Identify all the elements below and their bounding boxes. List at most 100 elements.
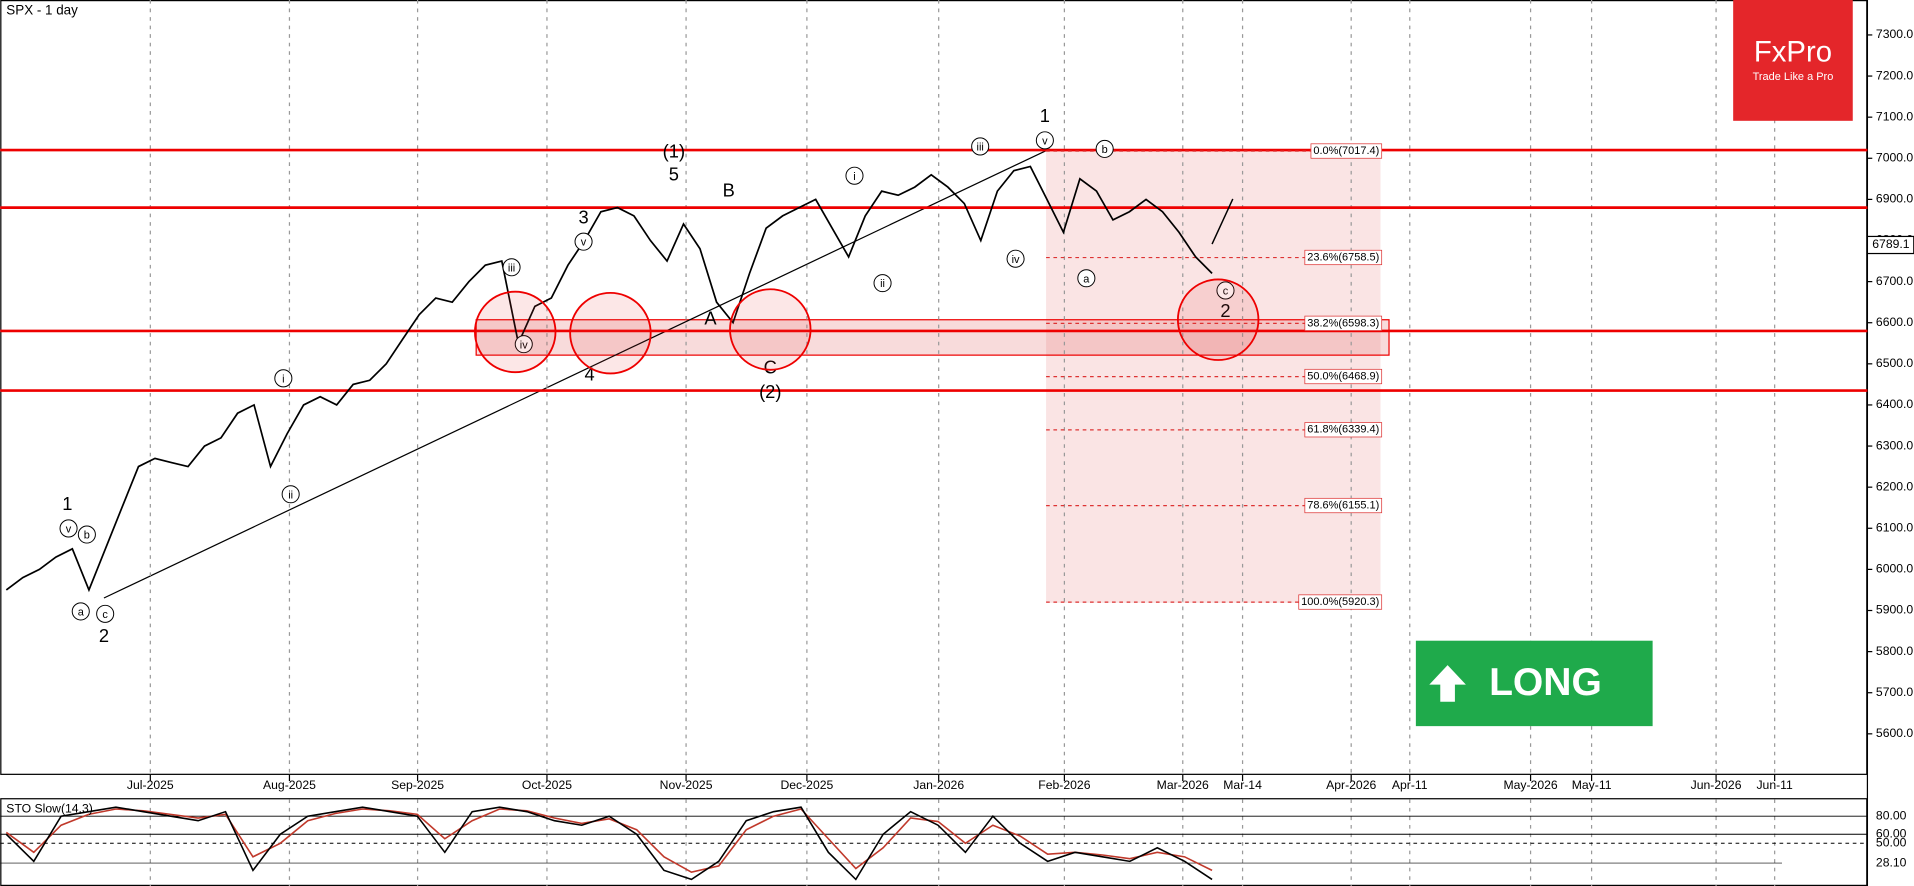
annotation: b (84, 530, 90, 542)
highlight-circle (1176, 278, 1260, 361)
annotation: 2 (1220, 300, 1230, 321)
annotation-circle (1095, 139, 1114, 158)
annotation-circle (971, 137, 990, 156)
fib-label: 78.6%(6155.1) (1307, 500, 1379, 512)
y-tick-label: 6400.0 (1876, 397, 1913, 411)
annotation: 3 (578, 206, 588, 227)
annotation-circle (514, 335, 533, 354)
annotation-circle (59, 519, 78, 538)
osc-tick-label: 50.00 (1876, 836, 1907, 850)
y-tick-label: 7200.0 (1876, 68, 1913, 82)
annotation-circle (1035, 131, 1054, 150)
annotation-circle (845, 166, 864, 185)
annotation-circle (873, 274, 892, 293)
annotation: v (1042, 135, 1048, 147)
x-tick-label: Jun-11 (1756, 778, 1793, 792)
annotation: v (581, 237, 587, 249)
chart-title: SPX - 1 day (6, 3, 78, 18)
x-tick-label: Dec-2025 (780, 778, 833, 792)
y-tick-label: 7000.0 (1876, 150, 1913, 164)
highlight-circle (474, 290, 557, 374)
annotation: iii (977, 142, 984, 154)
oscillator-title: STO Slow(14,3) (6, 801, 92, 815)
x-tick-label: Mar-2026 (1157, 778, 1209, 792)
annotation-circle (502, 258, 521, 277)
annotation-circle (71, 602, 90, 621)
y-tick-label: 5600.0 (1876, 726, 1913, 740)
highlight-circle (729, 288, 812, 371)
y-tick-label: 5900.0 (1876, 603, 1913, 617)
x-tick-label: May-11 (1572, 778, 1612, 792)
annotation-circle (281, 485, 300, 504)
annotation: b (1102, 144, 1108, 156)
annotation-circle (574, 232, 593, 251)
osc-line (5, 808, 1213, 874)
fib-label: 23.6%(6758.5) (1307, 251, 1379, 263)
y-tick-label: 6900.0 (1876, 192, 1913, 206)
annotation-circle (1077, 269, 1096, 288)
annotation-circle (1216, 281, 1235, 300)
y-tick-label: 6600.0 (1876, 315, 1913, 329)
fib-label-box (1298, 594, 1383, 610)
annotation: 1 (1040, 105, 1050, 126)
fib-label: 100.0%(5920.3) (1301, 596, 1379, 608)
annotation: ii (288, 489, 293, 501)
x-tick-label: Jan-2026 (913, 778, 964, 792)
fib-label-box (1310, 143, 1383, 159)
x-tick-label: Jul-2025 (127, 778, 174, 792)
grid (149, 0, 1776, 886)
trendline (103, 148, 1051, 599)
logo-tagline: Trade Like a Pro (1753, 71, 1834, 83)
annotation: iv (520, 339, 528, 351)
annotation: 2 (99, 625, 109, 646)
annotation-circle (77, 525, 96, 544)
x-tick-label: Feb-2026 (1038, 778, 1090, 792)
fib-label: 38.2%(6598.3) (1307, 317, 1379, 329)
annotation: (2) (759, 381, 781, 402)
y-tick-label: 6200.0 (1876, 479, 1913, 493)
x-tick-label: Apr-11 (1392, 778, 1428, 792)
x-tick-label: Nov-2025 (660, 778, 713, 792)
fib-label-box (1304, 368, 1383, 385)
annotation: c (102, 609, 108, 621)
fib-label-box (1304, 422, 1383, 438)
y-tick-label: 7300.0 (1876, 27, 1913, 41)
annotation: a (78, 607, 85, 619)
osc-line (5, 806, 1213, 881)
signal-arrow (1429, 665, 1466, 702)
annotation: a (1083, 273, 1090, 285)
annotation: A (704, 308, 717, 329)
annotation-circle (274, 369, 293, 388)
y-tick-label: 7100.0 (1876, 109, 1913, 123)
y-tick-label: 5700.0 (1876, 685, 1913, 699)
annotation: 5 (669, 164, 679, 185)
annotation: i (282, 373, 284, 385)
annotation: v (66, 524, 72, 536)
last-price-label: 6789.1 (1872, 237, 1909, 251)
annotation-circle (1006, 249, 1025, 268)
osc-tick-label: 60.00 (1876, 826, 1907, 840)
osc-last-label: 28.10 (1876, 855, 1907, 869)
projection-arrow (1211, 198, 1234, 245)
annotation: (1) (663, 140, 685, 161)
signal-text: LONG (1489, 661, 1602, 704)
annotation: ii (880, 278, 885, 290)
annotation: iii (508, 262, 515, 274)
x-tick-label: Sep-2025 (391, 778, 444, 792)
x-tick-label: Apr-2026 (1326, 778, 1376, 792)
annotation: 4 (585, 364, 595, 385)
fib-label: 61.8%(6339.4) (1307, 424, 1379, 436)
x-tick-label: May-2026 (1503, 778, 1557, 792)
y-tick-label: 5800.0 (1876, 644, 1913, 658)
x-tick-label: Oct-2025 (522, 778, 572, 792)
annotation: iv (1012, 254, 1020, 266)
fib-label-box (1304, 315, 1383, 331)
fib-label-box (1304, 497, 1383, 514)
price-line (5, 165, 1213, 593)
logo-box (1733, 0, 1853, 121)
osc-tick-label: 80.00 (1876, 808, 1907, 822)
highlight-circle (569, 291, 652, 375)
